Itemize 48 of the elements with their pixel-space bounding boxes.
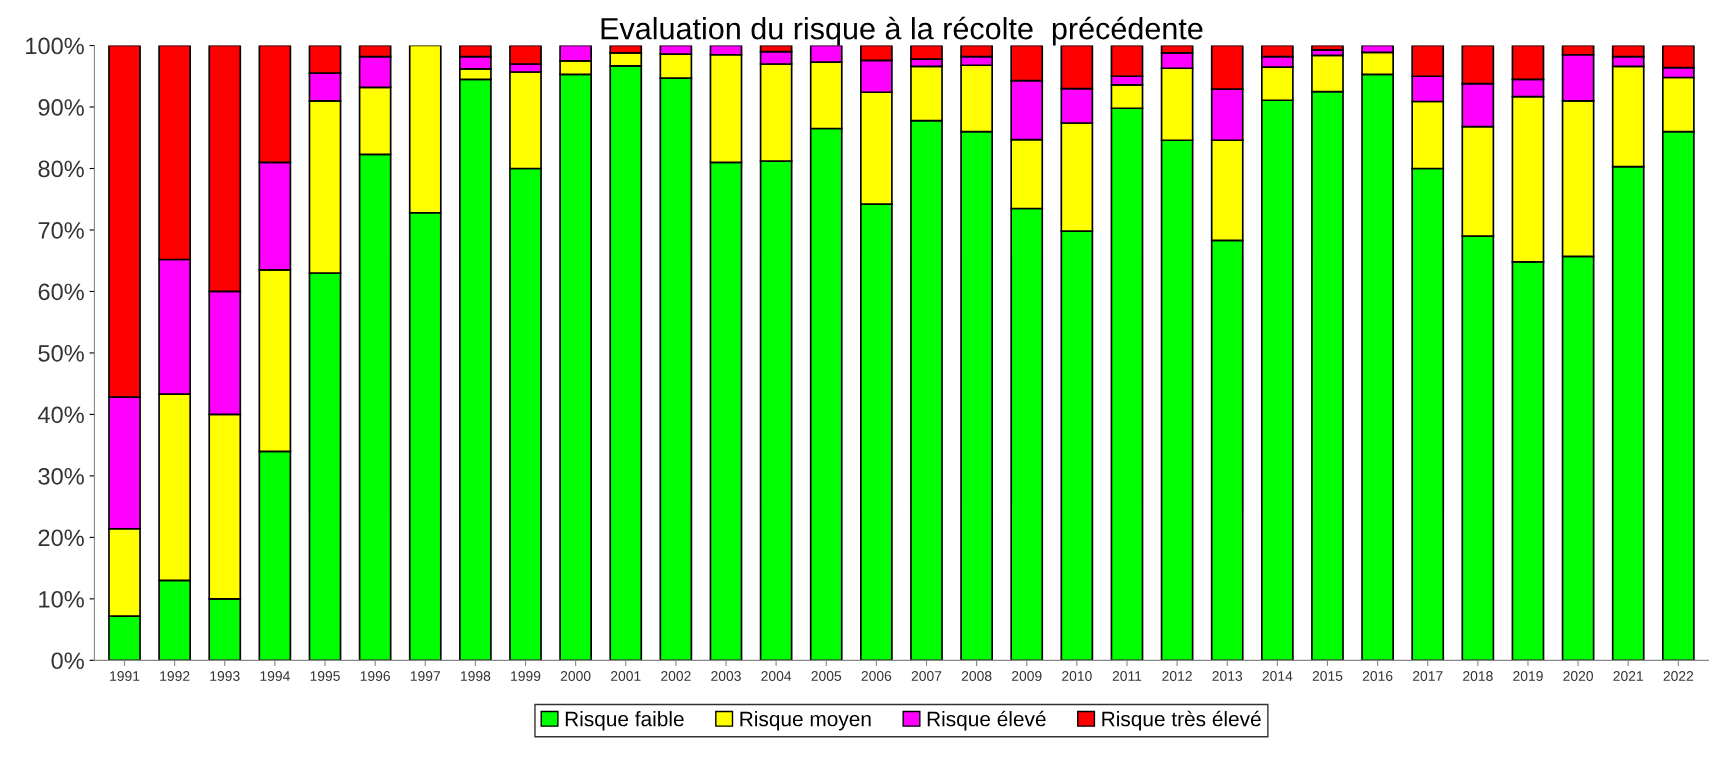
x-tick-label: 1993 (210, 671, 240, 681)
legend-label: Risque élevé (927, 710, 1046, 731)
x-tick-label: 1994 (260, 671, 290, 681)
x-tick-label: 1997 (410, 671, 440, 681)
x-tick-label: 1992 (160, 671, 190, 681)
y-tick-label: 60% (38, 283, 84, 301)
x-tick-label: 2002 (661, 671, 691, 681)
x-tick-label: 2003 (711, 671, 741, 681)
legend-label: Risque faible (565, 711, 684, 731)
x-tick-label: 2006 (861, 671, 892, 681)
chart-title: Evaluation du risque à la récolte précédente (601, 16, 1203, 46)
x-tick-label: 2021 (1613, 671, 1643, 681)
x-tick-label: 2020 (1563, 671, 1593, 681)
x-tick-label: 2016 (1362, 671, 1393, 681)
legend-label: Risque moyen (740, 711, 871, 731)
x-tick-label: 1999 (511, 671, 541, 681)
x-tick-label: 2004 (761, 671, 792, 681)
x-tick-label: 1996 (360, 671, 390, 681)
x-tick-label: 2012 (1162, 671, 1192, 681)
y-tick-label: 30% (38, 467, 84, 485)
legend-label: Risque très élevé (1102, 710, 1261, 731)
y-tick-label: 20% (38, 529, 84, 547)
x-tick-label: 2005 (811, 671, 842, 681)
y-tick-label: 0% (51, 652, 84, 670)
x-tick-label: 2022 (1663, 671, 1694, 681)
x-tick-label: 2011 (1112, 671, 1142, 681)
y-tick-label: 50% (38, 345, 84, 362)
x-tick-label: 1991 (110, 671, 140, 681)
x-tick-label: 1998 (460, 671, 491, 681)
y-tick-label: 80% (38, 160, 84, 178)
x-tick-label: 2010 (1062, 671, 1092, 681)
x-tick-label: 2019 (1513, 671, 1543, 681)
y-tick-label: 10% (39, 590, 84, 608)
y-tick-label: 100% (26, 37, 84, 55)
y-tick-label: 90% (38, 99, 84, 116)
x-tick-label: 2001 (611, 671, 641, 681)
x-tick-label: 2018 (1463, 671, 1493, 681)
x-tick-label: 2008 (961, 671, 992, 681)
x-tick-label: 2014 (1262, 671, 1293, 681)
x-tick-label: 2000 (560, 671, 591, 681)
x-tick-label: 2013 (1212, 671, 1243, 681)
x-tick-label: 2017 (1412, 671, 1443, 681)
x-tick-label: 2007 (911, 671, 942, 681)
y-tick-label: 70% (38, 222, 84, 239)
x-tick-label: 2015 (1312, 671, 1343, 681)
y-tick-label: 40% (38, 406, 84, 424)
x-tick-label: 2009 (1011, 671, 1042, 681)
x-tick-label: 1995 (310, 671, 340, 681)
